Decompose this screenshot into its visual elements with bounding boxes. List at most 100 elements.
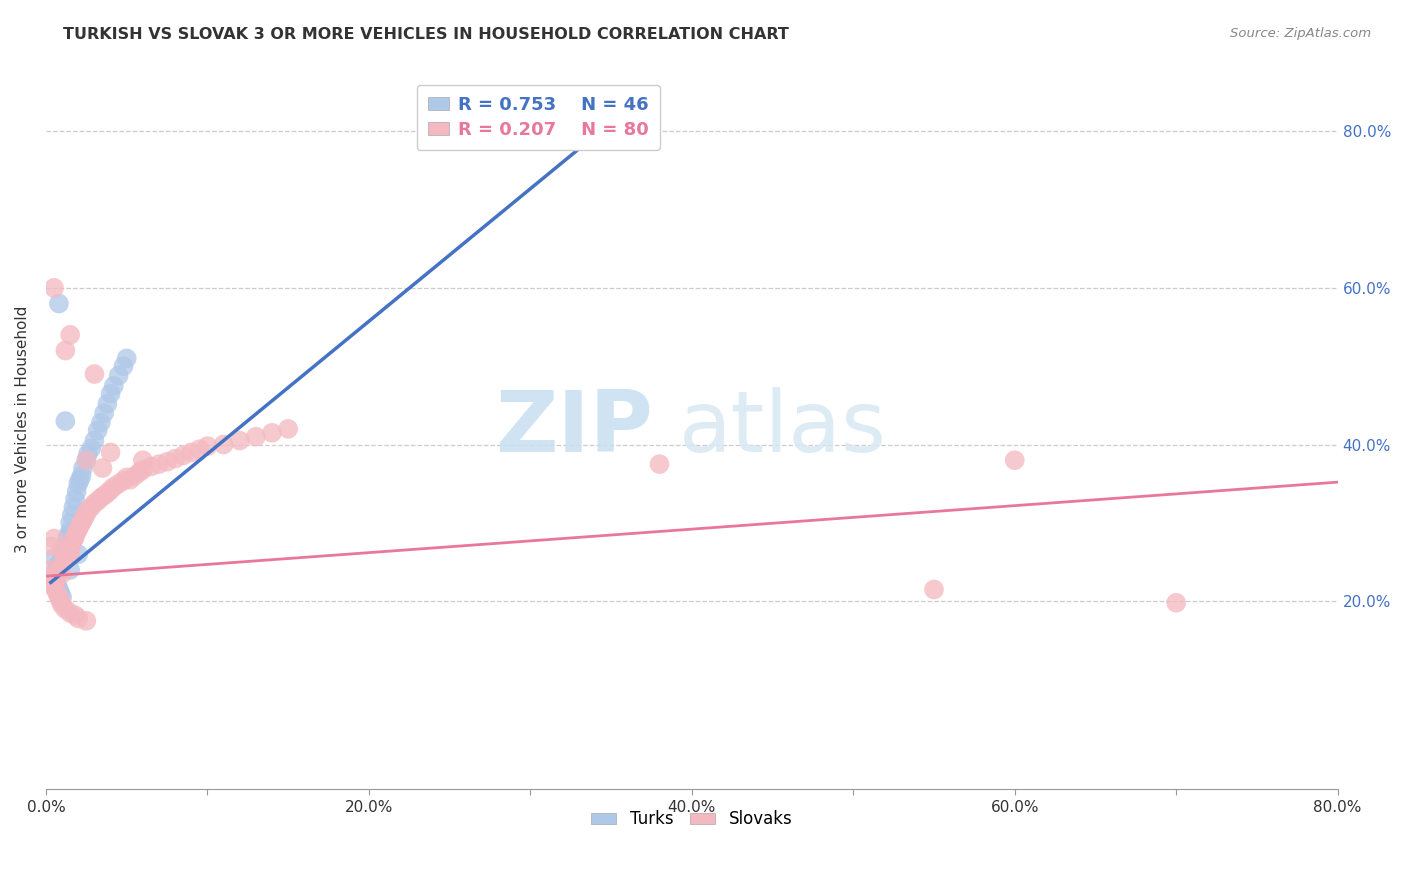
Point	[48, 591, 70, 605]
Point	[63, 492, 86, 507]
Point	[67, 547, 90, 561]
Point	[56, 532, 79, 546]
Point	[67, 611, 90, 625]
Point	[51, 591, 73, 605]
Point	[51, 547, 73, 561]
Point	[115, 470, 138, 484]
Point	[77, 503, 100, 517]
Point	[45, 574, 67, 589]
Point	[107, 476, 129, 491]
Point	[53, 414, 76, 428]
Point	[1166, 596, 1188, 610]
Point	[52, 555, 75, 569]
Point	[172, 449, 194, 463]
Point	[48, 296, 70, 310]
Point	[115, 351, 138, 366]
Point	[53, 541, 76, 555]
Point	[83, 434, 105, 448]
Point	[51, 543, 73, 558]
Point	[56, 538, 79, 552]
Point	[42, 571, 65, 585]
Point	[59, 563, 82, 577]
Point	[91, 461, 114, 475]
Point	[72, 461, 94, 475]
Point	[42, 566, 65, 581]
Point	[75, 453, 97, 467]
Point	[45, 582, 67, 597]
Y-axis label: 3 or more Vehicles in Household: 3 or more Vehicles in Household	[15, 305, 30, 552]
Point	[75, 507, 97, 521]
Point	[51, 598, 73, 612]
Text: TURKISH VS SLOVAK 3 OR MORE VEHICLES IN HOUSEHOLD CORRELATION CHART: TURKISH VS SLOVAK 3 OR MORE VEHICLES IN …	[63, 27, 789, 42]
Point	[77, 447, 100, 461]
Point	[70, 516, 93, 530]
Point	[96, 397, 118, 411]
Point	[228, 434, 250, 448]
Point	[53, 343, 76, 358]
Point	[59, 549, 82, 563]
Point	[46, 578, 69, 592]
Point	[39, 563, 62, 577]
Point	[59, 516, 82, 530]
Point	[59, 327, 82, 342]
Text: ZIP: ZIP	[495, 387, 652, 470]
Point	[46, 569, 69, 583]
Point	[60, 538, 83, 552]
Point	[86, 424, 108, 438]
Point	[66, 484, 89, 499]
Point	[51, 558, 73, 573]
Point	[75, 614, 97, 628]
Point	[59, 606, 82, 620]
Point	[80, 442, 103, 456]
Point	[60, 508, 83, 522]
Point	[212, 437, 235, 451]
Point	[46, 558, 69, 573]
Point	[128, 465, 150, 479]
Point	[75, 453, 97, 467]
Point	[69, 519, 91, 533]
Point	[1004, 453, 1026, 467]
Point	[53, 551, 76, 566]
Point	[67, 522, 90, 536]
Point	[39, 574, 62, 589]
Point	[100, 386, 122, 401]
Point	[42, 281, 65, 295]
Point	[62, 533, 84, 548]
Point	[112, 359, 135, 374]
Point	[67, 476, 90, 491]
Point	[100, 445, 122, 459]
Point	[63, 530, 86, 544]
Point	[56, 549, 79, 563]
Point	[59, 524, 82, 538]
Point	[69, 473, 91, 487]
Point	[156, 455, 179, 469]
Point	[58, 546, 80, 560]
Point	[45, 572, 67, 586]
Point	[260, 425, 283, 440]
Point	[648, 457, 671, 471]
Point	[48, 582, 70, 597]
Point	[48, 563, 70, 577]
Point	[80, 500, 103, 515]
Point	[49, 561, 72, 575]
Point	[148, 457, 170, 471]
Point	[165, 451, 187, 466]
Point	[83, 367, 105, 381]
Point	[124, 468, 146, 483]
Point	[107, 368, 129, 383]
Point	[51, 566, 73, 581]
Point	[93, 406, 115, 420]
Point	[73, 509, 96, 524]
Point	[49, 555, 72, 569]
Point	[49, 594, 72, 608]
Point	[42, 551, 65, 566]
Point	[70, 468, 93, 483]
Point	[72, 513, 94, 527]
Point	[52, 551, 75, 566]
Point	[180, 445, 202, 459]
Point	[39, 540, 62, 554]
Point	[132, 462, 155, 476]
Point	[62, 500, 84, 515]
Point	[100, 483, 122, 497]
Point	[132, 453, 155, 467]
